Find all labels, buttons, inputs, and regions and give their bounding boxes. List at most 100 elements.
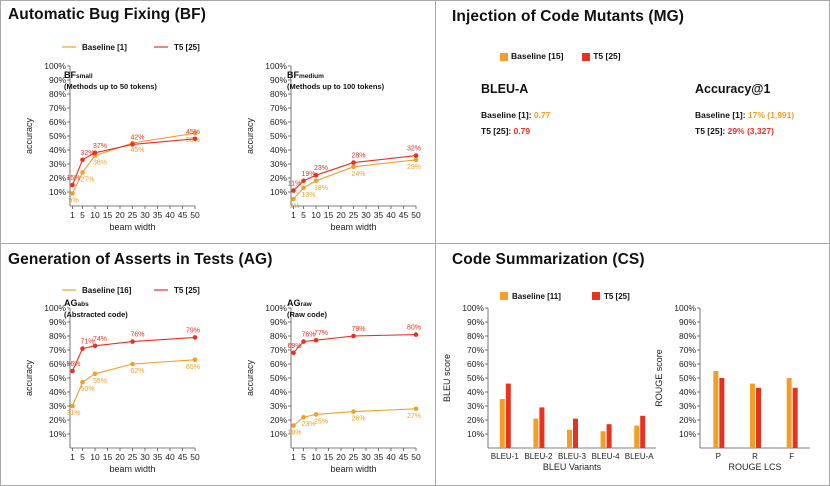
border-top xyxy=(0,0,830,1)
ag_raw-y-tick-label: 40% xyxy=(270,387,287,397)
ag_abs-x-tick-label: 30 xyxy=(140,452,150,462)
cs_bleu-bar xyxy=(539,407,545,448)
cs-legend-label: Baseline [11] xyxy=(512,292,561,301)
bf_medium-x-tick-label: 50 xyxy=(411,210,421,220)
bf_small-x-tick-label: 10 xyxy=(90,210,100,220)
bf_small-x-tick-label: 20 xyxy=(115,210,125,220)
ag_raw-x-tick-label: 50 xyxy=(411,452,421,462)
ag_raw-y-tick-label: 30% xyxy=(270,401,287,411)
bf_small-x-tick-label: 45 xyxy=(178,210,188,220)
bf_medium-x-tick-label: 25 xyxy=(349,210,359,220)
ag_raw-point xyxy=(413,332,419,337)
bf_medium-y-tick-label: 40% xyxy=(270,145,287,155)
cs_rouge-y-tick-label: 80% xyxy=(679,331,696,341)
ag_abs-y-tick-label: 60% xyxy=(49,359,66,369)
cs-legend-swatch xyxy=(500,292,508,300)
bf_small-y-tick-label: 50% xyxy=(49,131,66,141)
ag_abs-series-line-0 xyxy=(71,359,196,407)
cs_bleu-y-tick-label: 30% xyxy=(467,401,484,411)
ag_abs-y-tick-label: 70% xyxy=(49,345,66,355)
cs_rouge-y-tick-label: 100% xyxy=(674,303,696,313)
bf_medium-point xyxy=(301,185,306,191)
ag_abs-x-tick-label: 1 xyxy=(70,452,75,462)
bf_medium-y-tick-label: 80% xyxy=(270,89,287,99)
bf_small-point xyxy=(70,182,75,188)
ag_raw-y-tick-label: 60% xyxy=(270,359,287,369)
bf_small-point xyxy=(130,142,135,147)
ag_abs-point xyxy=(70,368,75,374)
bf_small-y-tick-label: 100% xyxy=(44,61,66,71)
ag_raw-x-tick-label: 25 xyxy=(349,452,359,462)
bf_small-point xyxy=(80,157,85,163)
bf_medium-title-main: BF xyxy=(287,70,299,80)
ag_raw-data-label: 23% xyxy=(301,421,315,428)
bf_medium-y-tick-label: 10% xyxy=(270,187,287,197)
ag_abs-x-tick-label: 10 xyxy=(90,452,100,462)
ag_raw-title: AGraw xyxy=(287,298,313,308)
bf_medium-subtitle: (Methods up to 100 tokens) xyxy=(287,82,385,91)
bf_small-y-tick-label: 30% xyxy=(49,159,66,169)
bf_medium-y-label: accuracy xyxy=(245,117,255,154)
cs_bleu-y-tick-label: 10% xyxy=(467,429,484,439)
ag_raw-point xyxy=(313,337,319,343)
cs_rouge-y-tick-label: 90% xyxy=(679,317,696,327)
bf_medium-x-tick-label: 15 xyxy=(324,210,334,220)
mg-acc-t5-value: 29% (3,327) xyxy=(727,126,774,136)
bf_small-point xyxy=(70,191,75,196)
bf_small-y-label: accuracy xyxy=(24,117,34,154)
bf_medium-data-label: 13% xyxy=(301,192,315,199)
ag_raw-data-label: 25% xyxy=(314,418,328,425)
cs_rouge-y-label: ROUGE score xyxy=(654,349,664,407)
ag_abs-data-label: 62% xyxy=(130,368,144,375)
bf_small-y-tick-label: 10% xyxy=(49,187,66,197)
cs_bleu-x-tick-label: BLEU-A xyxy=(625,452,655,461)
cs_bleu-bar xyxy=(606,424,612,448)
ag_abs-data-label: 74% xyxy=(93,336,107,343)
cs_rouge-bar xyxy=(786,378,792,448)
ag_abs-data-label: 79% xyxy=(186,327,200,334)
cs_bleu-x-tick-label: BLEU-2 xyxy=(524,452,553,461)
ag_abs-x-tick-label: 15 xyxy=(103,452,113,462)
ag_raw-data-label: 26% xyxy=(351,416,365,423)
ag_abs-point xyxy=(92,343,98,349)
bf_medium-data-label: 23% xyxy=(314,165,328,172)
bf_small-point xyxy=(192,136,198,142)
cs_rouge-y-tick-label: 40% xyxy=(679,387,696,397)
cs_bleu-y-tick-label: 50% xyxy=(467,373,484,383)
ag_abs-point xyxy=(92,371,98,377)
mg-bleu-t5-label: T5 [25]: xyxy=(481,126,514,136)
ag_abs-x-label: beam width xyxy=(109,464,155,474)
mg-acc-baseline-value: 17% (1,991) xyxy=(747,110,795,120)
ag_abs-point xyxy=(130,339,135,344)
cs_bleu-bar xyxy=(505,383,511,448)
bf_medium-y-tick-label: 90% xyxy=(270,75,287,85)
bf_medium-x-tick-label: 20 xyxy=(336,210,346,220)
ag_abs-point xyxy=(70,403,75,409)
ag_raw-x-tick-label: 15 xyxy=(324,452,334,462)
bf_medium-point xyxy=(413,153,419,158)
ag_abs-title: AGabs xyxy=(64,298,89,308)
bf_medium-x-tick-label: 30 xyxy=(361,210,371,220)
ag_abs-legend-label: Baseline [16] xyxy=(82,286,132,295)
mg-bleu-baseline-label: Baseline [1]: xyxy=(481,110,534,120)
ag_abs-data-label: 55% xyxy=(93,378,107,385)
cs_bleu-y-tick-label: 100% xyxy=(462,303,484,313)
mg-acc-baseline-label: Baseline [1]: xyxy=(695,110,748,120)
bf_medium-point xyxy=(351,164,356,170)
cs_bleu-bar xyxy=(573,418,578,448)
ag_raw-data-label: 19% xyxy=(287,430,301,437)
bf_small-x-tick-label: 25 xyxy=(128,210,138,220)
cs_rouge-x-label: ROUGE LCS xyxy=(728,462,781,472)
mg-panel-title: Injection of Code Mutants (MG) xyxy=(452,8,685,25)
ag_abs-x-tick-label: 40 xyxy=(165,452,175,462)
cs_rouge-bar xyxy=(750,383,755,448)
mg-legend: Baseline [15] T5 [25] xyxy=(500,51,621,61)
bf_small-title: BFsmall xyxy=(64,70,93,80)
ag_raw-x-tick-label: 45 xyxy=(399,452,409,462)
cs_bleu-bar xyxy=(600,431,606,448)
ag_raw-x-tick-label: 30 xyxy=(361,452,371,462)
bf_small-y-tick-label: 80% xyxy=(49,89,66,99)
bf_medium-x-tick-label: 35 xyxy=(374,210,384,220)
bf_small-data-label: 9% xyxy=(68,197,78,204)
bf_small-legend-label: Baseline [1] xyxy=(82,43,127,52)
